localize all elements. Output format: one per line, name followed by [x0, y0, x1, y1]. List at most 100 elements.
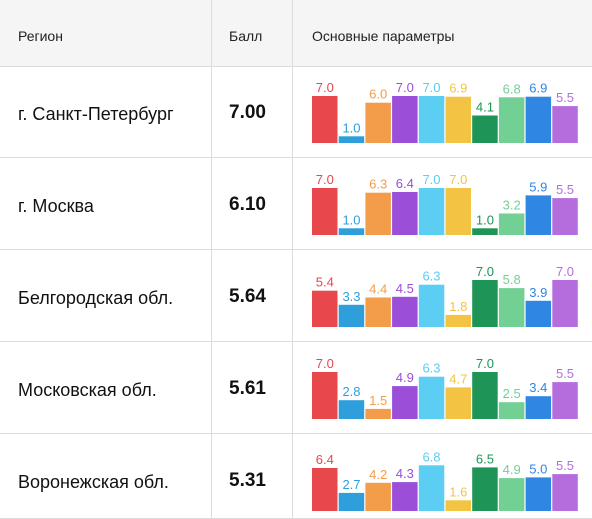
bar-value-label: 6.9: [449, 81, 467, 96]
bar: [392, 386, 418, 419]
region-name: Белгородская обл.: [18, 288, 174, 308]
bar-chart-svg: 7.0 2.8 1.5 4.9 6.3 4.7 7.0 2.5 3.4 5.5: [312, 356, 578, 419]
bar-value-label: 3.9: [529, 285, 547, 300]
bar-value-label: 7.0: [316, 172, 334, 187]
bar-value-label: 4.4: [369, 282, 387, 297]
bar: [312, 290, 338, 327]
table-row: г. Москва 6.10 7.0 1.0 6.3 6.4 7.0 7.0 1.0 3.2 5.9…: [0, 158, 592, 250]
bar: [365, 482, 391, 511]
bar: [498, 402, 525, 419]
bar: [552, 106, 578, 143]
bar-value-label: 5.5: [556, 366, 574, 381]
bar: [418, 188, 445, 235]
bar-value-label: 5.5: [556, 90, 574, 105]
bar: [418, 465, 445, 511]
parameters-chart: 7.0 1.0 6.3 6.4 7.0 7.0 1.0 3.2 5.9 5.5: [311, 162, 581, 242]
bar: [338, 228, 365, 235]
bar: [472, 228, 498, 235]
bar-value-label: 4.5: [396, 281, 414, 296]
bar-value-label: 6.3: [422, 361, 440, 376]
bar: [312, 96, 338, 143]
bar: [445, 314, 471, 327]
bar: [338, 400, 365, 419]
bar-value-label: 1.5: [369, 393, 387, 408]
bar-value-label: 5.8: [503, 272, 521, 287]
table-row: Воронежская обл. 5.31 6.4 2.7 4.2 4.3 6.8 1.6 6.…: [0, 434, 592, 519]
bar-value-label: 7.0: [476, 356, 494, 371]
bar-value-label: 3.4: [529, 380, 547, 395]
bar-value-label: 4.7: [449, 371, 467, 386]
bar-chart-svg: 6.4 2.7 4.2 4.3 6.8 1.6 6.5 4.9 5.0 5.5: [312, 449, 578, 511]
bar-value-label: 6.5: [476, 451, 494, 466]
bar-value-label: 6.4: [316, 452, 334, 467]
bar-chart-svg: 5.4 3.3 4.4 4.5 6.3 1.8 7.0 5.8 3.9 7.0: [312, 264, 578, 327]
bar-value-label: 7.0: [556, 264, 574, 279]
region-name: Воронежская обл.: [18, 472, 169, 492]
bar-value-label: 4.1: [476, 100, 494, 115]
table-row: Белгородская обл. 5.64 5.4 3.3 4.4 4.5 6.3 1.8 7…: [0, 250, 592, 342]
bar: [498, 478, 525, 511]
bar-value-label: 5.0: [529, 461, 547, 476]
bar: [418, 376, 445, 419]
bar: [312, 188, 338, 235]
region-score: 5.64: [229, 286, 266, 307]
bar: [392, 296, 418, 327]
table-header: Регион Балл Основные параметры: [0, 0, 592, 67]
bar-value-label: 1.0: [342, 212, 360, 227]
bar: [338, 492, 365, 511]
bar-value-label: 6.8: [422, 449, 440, 464]
bar-value-label: 7.0: [316, 80, 334, 95]
bar: [472, 372, 498, 419]
bar-value-label: 5.4: [316, 275, 334, 290]
bar-value-label: 2.8: [342, 384, 360, 399]
parameters-chart: 7.0 2.8 1.5 4.9 6.3 4.7 7.0 2.5 3.4 5.5: [311, 346, 581, 426]
bar: [312, 468, 338, 511]
bar-chart-svg: 7.0 1.0 6.0 7.0 7.0 6.9 4.1 6.8 6.9 5.5: [312, 80, 578, 143]
bar-value-label: 4.2: [369, 467, 387, 482]
bar: [498, 213, 525, 235]
bar: [392, 192, 418, 235]
table-row: г. Санкт-Петербург 7.00 7.0 1.0 6.0 7.0 7.0 6.9…: [0, 66, 592, 158]
bar: [445, 387, 471, 419]
region-score: 7.00: [229, 102, 266, 123]
bar-value-label: 5.5: [556, 182, 574, 197]
bar-value-label: 6.4: [396, 176, 414, 191]
bar-value-label: 1.6: [449, 484, 467, 499]
bar: [445, 96, 471, 143]
bar-value-label: 4.9: [503, 462, 521, 477]
bar-value-label: 6.3: [422, 269, 440, 284]
bar-value-label: 5.5: [556, 458, 574, 473]
bar: [525, 477, 552, 511]
bar-chart-svg: 7.0 1.0 6.3 6.4 7.0 7.0 1.0 3.2 5.9 5.5: [312, 172, 578, 235]
bar-value-label: 4.9: [396, 370, 414, 385]
bar: [472, 280, 498, 327]
bar: [338, 304, 365, 327]
header-params: Основные параметры: [312, 28, 455, 44]
bar: [552, 280, 578, 327]
region-name: г. Москва: [18, 196, 94, 216]
bar: [445, 188, 471, 235]
bar-value-label: 7.0: [396, 80, 414, 95]
bar: [312, 372, 338, 419]
bar-value-label: 1.0: [476, 212, 494, 227]
parameters-chart: 7.0 1.0 6.0 7.0 7.0 6.9 4.1 6.8 6.9 5.5: [311, 70, 581, 150]
bar-value-label: 1.8: [449, 299, 467, 314]
bar: [392, 482, 418, 511]
bar: [445, 500, 471, 511]
region-score: 6.10: [229, 194, 266, 215]
region-score: 5.31: [229, 470, 266, 491]
bar: [365, 408, 391, 419]
bar: [365, 297, 391, 327]
bar-value-label: 7.0: [449, 172, 467, 187]
region-name: Московская обл.: [18, 380, 157, 400]
bar: [552, 382, 578, 419]
region-score: 5.61: [229, 378, 266, 399]
header-region: Регион: [18, 28, 63, 44]
bar: [525, 396, 552, 419]
bar-value-label: 1.0: [342, 120, 360, 135]
table-row: Московская обл. 5.61 7.0 2.8 1.5 4.9 6.3 4.7 7.0…: [0, 342, 592, 434]
bar: [418, 284, 445, 327]
bar-value-label: 3.2: [503, 198, 521, 213]
bar-value-label: 3.3: [342, 289, 360, 304]
bar-value-label: 6.9: [529, 81, 547, 96]
